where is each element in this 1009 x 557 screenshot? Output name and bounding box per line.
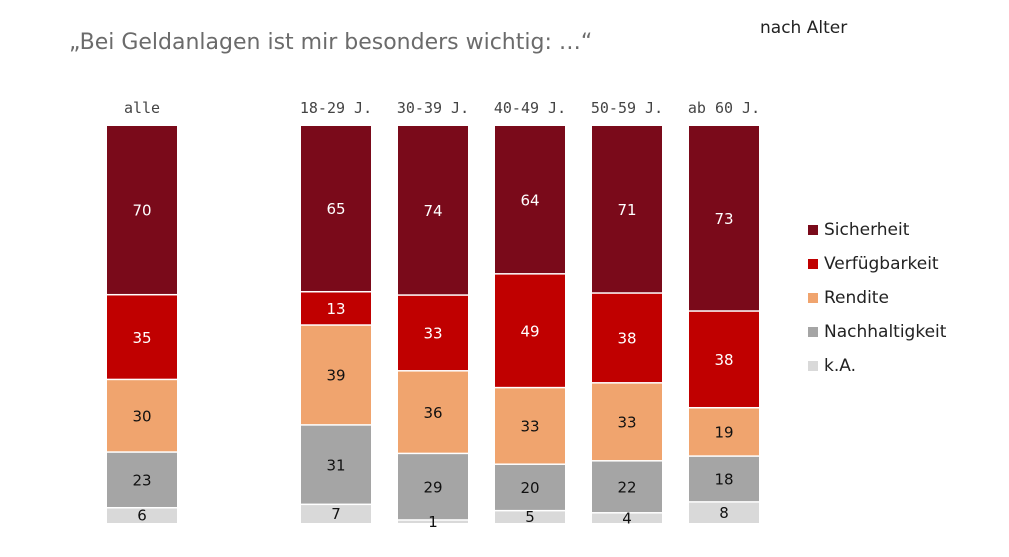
bar-segment-sicherheit-30-39-j (398, 126, 468, 295)
data-label-nachhaltigkeit-30-39-j: 29 (423, 478, 442, 496)
data-label-rendite-30-39-j: 36 (423, 404, 442, 422)
legend-item-k-a: k.A. (808, 349, 946, 383)
legend-swatch-k-a (808, 361, 818, 371)
bar-segment-rendite-30-39-j (398, 371, 468, 453)
bar-segment-nachhaltigkeit-40-49-j (495, 464, 565, 510)
data-label-rendite-18-29-j: 39 (326, 367, 345, 385)
bar-segment-nachhaltigkeit-18-29-j (301, 425, 371, 504)
stacked-bar-chart: alle 70 35 30 23 6 18-29 J. 65 13 39 31 7 30-39 J. 74… (107, 99, 760, 531)
data-label-nachhaltigkeit-40-49-j: 20 (520, 479, 539, 497)
bar-segment-rendite-18-29-j (301, 325, 371, 425)
data-label-verf-gbarkeit-40-49-j: 49 (520, 322, 539, 340)
legend-label-nachhaltigkeit: Nachhaltigkeit (824, 322, 947, 342)
data-label-nachhaltigkeit-18-29-j: 31 (326, 456, 345, 474)
bar-segment-verf-gbarkeit-18-29-j (301, 292, 371, 325)
legend-label-verf-gbarkeit: Verfügbarkeit (824, 254, 939, 274)
bar-segment-rendite-ab-60-j (689, 408, 759, 456)
bar-segment-rendite-50-59-j (592, 383, 662, 461)
data-label-sicherheit-alle: 70 (132, 202, 151, 220)
bar-segment-k-a-30-39-j (398, 520, 468, 523)
chart-legend: Sicherheit Verfügbarkeit Rendite Nachhaltig… (808, 213, 946, 383)
legend-item-rendite: Rendite (808, 281, 946, 315)
category-label-40-49-j: 40-49 J. (494, 99, 566, 117)
chart-title: „Bei Geldanlagen ist mir besonders wicht… (69, 30, 593, 55)
bar-segment-nachhaltigkeit-ab-60-j (689, 456, 759, 502)
data-label-rendite-ab-60-j: 19 (714, 424, 733, 442)
category-label-50-59-j: 50-59 J. (591, 99, 663, 117)
bar-segment-sicherheit-ab-60-j (689, 126, 759, 311)
legend-swatch-rendite (808, 293, 818, 303)
legend-label-rendite: Rendite (824, 288, 889, 308)
data-label-verf-gbarkeit-50-59-j: 38 (617, 330, 636, 348)
data-label-sicherheit-30-39-j: 74 (423, 202, 442, 220)
data-label-rendite-alle: 30 (132, 407, 151, 425)
legend-swatch-sicherheit (808, 225, 818, 235)
bar-segment-k-a-alle (107, 508, 177, 523)
chart-subtitle: nach Alter (760, 18, 848, 38)
bar-segment-nachhaltigkeit-30-39-j (398, 454, 468, 520)
bar-segment-nachhaltigkeit-alle (107, 452, 177, 507)
data-label-k-a-alle: 6 (137, 507, 147, 525)
bar-segment-nachhaltigkeit-50-59-j (592, 461, 662, 513)
legend-item-nachhaltigkeit: Nachhaltigkeit (808, 315, 946, 349)
bar-segment-verf-gbarkeit-ab-60-j (689, 311, 759, 407)
data-label-nachhaltigkeit-ab-60-j: 18 (714, 471, 733, 489)
data-label-sicherheit-40-49-j: 64 (520, 191, 539, 209)
legend-item-sicherheit: Sicherheit (808, 213, 946, 247)
data-label-nachhaltigkeit-50-59-j: 22 (617, 479, 636, 497)
data-label-k-a-30-39-j: 1 (428, 513, 438, 531)
data-label-rendite-40-49-j: 33 (520, 418, 539, 436)
data-label-sicherheit-18-29-j: 65 (326, 200, 345, 218)
data-label-rendite-50-59-j: 33 (617, 414, 636, 432)
bar-segment-verf-gbarkeit-40-49-j (495, 274, 565, 387)
legend-item-verf-gbarkeit: Verfügbarkeit (808, 247, 946, 281)
bar-segment-sicherheit-18-29-j (301, 126, 371, 291)
bar-segment-rendite-40-49-j (495, 388, 565, 464)
data-label-k-a-40-49-j: 5 (525, 508, 535, 526)
legend-label-sicherheit: Sicherheit (824, 220, 910, 240)
legend-swatch-nachhaltigkeit (808, 327, 818, 337)
bar-segment-rendite-alle (107, 380, 177, 452)
legend-swatch-verf-gbarkeit (808, 259, 818, 269)
data-label-verf-gbarkeit-30-39-j: 33 (423, 325, 442, 343)
data-label-sicherheit-50-59-j: 71 (617, 201, 636, 219)
bar-segment-sicherheit-alle (107, 126, 177, 294)
category-label-alle: alle (124, 99, 160, 117)
data-label-k-a-ab-60-j: 8 (719, 504, 729, 522)
bar-segment-sicherheit-50-59-j (592, 126, 662, 293)
bar-segment-sicherheit-40-49-j (495, 126, 565, 274)
category-label-18-29-j: 18-29 J. (300, 99, 372, 117)
bar-segment-verf-gbarkeit-alle (107, 295, 177, 379)
bar-segment-k-a-18-29-j (301, 505, 371, 523)
legend-label-k-a: k.A. (824, 356, 856, 376)
category-label-ab-60-j: ab 60 J. (688, 99, 760, 117)
data-label-k-a-50-59-j: 4 (622, 509, 632, 527)
data-label-verf-gbarkeit-ab-60-j: 38 (714, 351, 733, 369)
data-label-verf-gbarkeit-18-29-j: 13 (326, 300, 345, 318)
bar-segment-k-a-40-49-j (495, 511, 565, 523)
bar-segment-verf-gbarkeit-30-39-j (398, 295, 468, 371)
data-label-verf-gbarkeit-alle: 35 (132, 329, 151, 347)
bar-segment-k-a-50-59-j (592, 513, 662, 523)
bar-segment-k-a-ab-60-j (689, 502, 759, 523)
bar-segment-verf-gbarkeit-50-59-j (592, 293, 662, 383)
data-label-k-a-18-29-j: 7 (331, 505, 341, 523)
category-label-30-39-j: 30-39 J. (397, 99, 469, 117)
data-label-nachhaltigkeit-alle: 23 (132, 472, 151, 490)
data-label-sicherheit-ab-60-j: 73 (714, 210, 733, 228)
